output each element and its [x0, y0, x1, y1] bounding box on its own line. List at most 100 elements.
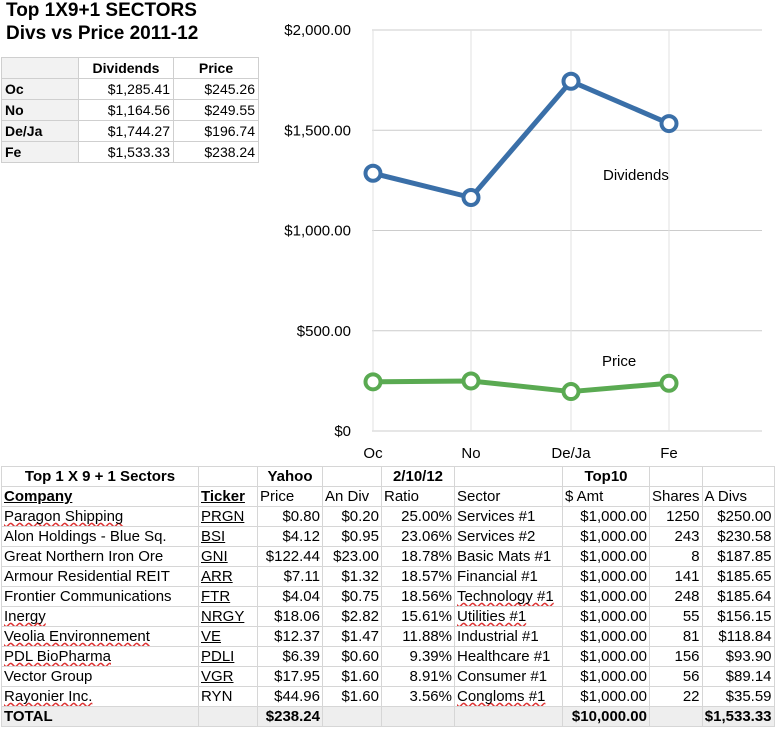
table-row-price: $122.44	[257, 546, 323, 567]
table-row-shares: 141	[649, 566, 703, 587]
header-row-1-annual-divs	[701, 466, 775, 487]
table-row-price: $6.39	[257, 646, 323, 667]
header-row-2-ratio: Ratio	[381, 486, 455, 507]
table-row: Rayonier Inc. RYN $44.96 $1.60 3.56% Congloms…	[1, 686, 775, 707]
table-row-annual-divs: $156.15	[701, 606, 775, 627]
data-point-dividends	[659, 114, 679, 134]
table-row-company: Armour Residential REIT	[1, 566, 199, 587]
table-row-annual-div: $0.20	[322, 506, 382, 527]
table-row-amount: $1,000.00	[562, 686, 650, 707]
table-row-amount: $1,000.00	[562, 546, 650, 567]
table-row-annual-divs: $185.64	[701, 586, 775, 607]
table-row-shares: 22	[649, 686, 703, 707]
header-row-1-ratio: 2/10/12	[381, 466, 455, 487]
data-point-price	[461, 371, 481, 391]
table-row-company: Inergy	[1, 606, 199, 627]
table-row-ratio: 15.61%	[381, 606, 455, 627]
table-row: Alon Holdings - Blue Sq. BSI $4.12 $0.95 23.…	[1, 526, 775, 547]
table-row: Veolia Environnement VE $12.37 $1.47 11.88% I…	[1, 626, 775, 647]
table-row-amount: $1,000.00	[562, 606, 650, 627]
total-row-company: TOTAL	[1, 706, 199, 727]
table-row-ratio: 11.88%	[381, 626, 455, 647]
table-row-annual-div: $0.75	[322, 586, 382, 607]
table-row-company: Paragon Shipping	[1, 506, 199, 527]
data-point-price	[659, 373, 679, 393]
header-row-2: Company Ticker Price An Div Ratio Sector $ Amt…	[1, 486, 775, 507]
table-row-amount: $1,000.00	[562, 626, 650, 647]
table-row: Inergy NRGY $18.06 $2.82 15.61% Utilities #1 $…	[1, 606, 775, 627]
table-row-shares: 8	[649, 546, 703, 567]
summary-row: Oc $1,285.41 $245.26	[1, 78, 259, 100]
table-row-annual-div: $1.60	[322, 666, 382, 687]
table-row-price: $44.96	[257, 686, 323, 707]
summary-row-dividends: $1,285.41	[78, 78, 174, 100]
summary-row: Fe $1,533.33 $238.24	[1, 141, 259, 163]
table-row: Vector Group VGR $17.95 $1.60 8.91% Consumer …	[1, 666, 775, 687]
table-row-ratio: 23.06%	[381, 526, 455, 547]
y-tick-label: $1,000.00	[284, 223, 351, 240]
table-row-amount: $1,000.00	[562, 566, 650, 587]
table-row: Frontier Communications FTR $4.04 $0.75 18.5…	[1, 586, 775, 607]
table-row-amount: $1,000.00	[562, 506, 650, 527]
table-row-annual-divs: $89.14	[701, 666, 775, 687]
table-row-ticker: VE	[198, 626, 258, 647]
table-row: Great Northern Iron Ore GNI $122.44 $23.00 1…	[1, 546, 775, 567]
header-row-1-annual-div	[322, 466, 382, 487]
x-tick-label: De/Ja	[551, 445, 591, 462]
table-row: Paragon Shipping PRGN $0.80 $0.20 25.00% Serv…	[1, 506, 775, 527]
summary-row-dividends: $1,164.56	[78, 99, 174, 121]
summary-row-price: $196.74	[173, 120, 259, 142]
table-row: PDL BioPharma PDLI $6.39 $0.60 9.39% Healthca…	[1, 646, 775, 667]
table-row-price: $18.06	[257, 606, 323, 627]
table-row: Armour Residential REIT ARR $7.11 $1.32 18.5…	[1, 566, 775, 587]
table-row-price: $0.80	[257, 506, 323, 527]
y-tick-label: $0	[334, 423, 351, 440]
header-row-2-company: Company	[1, 486, 199, 507]
data-point-price	[363, 372, 383, 392]
dividends-price-line-chart: $0 $500.00 $1,000.00 $1,500.00 $2,000.00 Oc No…	[284, 22, 762, 462]
table-row-price: $12.37	[257, 626, 323, 647]
header-row-2-annual-div: An Div	[322, 486, 382, 507]
table-row-ticker: NRGY	[198, 606, 258, 627]
table-row-annual-divs: $185.65	[701, 566, 775, 587]
total-row-annual-divs: $1,533.33	[701, 706, 775, 727]
table-row-ratio: 18.78%	[381, 546, 455, 567]
table-row-company: Rayonier Inc.	[1, 686, 199, 707]
series-label-dividends: Dividends	[603, 167, 669, 184]
total-row: TOTAL $238.24 $10,000.00 $1,533.33	[1, 706, 775, 727]
summary-row-label: Fe	[1, 141, 79, 163]
table-row-ticker: VGR	[198, 666, 258, 687]
summary-header-row: Dividends Price	[1, 57, 259, 79]
summary-row-price: $249.55	[173, 99, 259, 121]
sheet-subtitle: Divs vs Price 2011-12	[6, 23, 199, 44]
table-row-sector: Basic Mats #1	[454, 546, 563, 567]
table-row-price: $4.12	[257, 526, 323, 547]
table-row-amount: $1,000.00	[562, 586, 650, 607]
total-row-annual-div	[322, 706, 382, 727]
table-row-ratio: 18.57%	[381, 566, 455, 587]
total-row-sector	[454, 706, 563, 727]
table-row-annual-divs: $187.85	[701, 546, 775, 567]
table-row-ratio: 9.39%	[381, 646, 455, 667]
total-row-amount: $10,000.00	[562, 706, 650, 727]
header-row-2-price: Price	[257, 486, 323, 507]
y-tick-label: $2,000.00	[284, 22, 351, 39]
table-row-annual-div: $0.95	[322, 526, 382, 547]
table-row-sector: Healthcare #1	[454, 646, 563, 667]
table-row-annual-div: $0.60	[322, 646, 382, 667]
header-row-1-sector	[454, 466, 563, 487]
series-line-dividends	[372, 78, 670, 201]
summary-row-label: De/Ja	[1, 120, 79, 142]
data-point-dividends	[561, 71, 581, 91]
table-row-ticker: GNI	[198, 546, 258, 567]
data-point-price	[561, 382, 581, 402]
table-row-ratio: 3.56%	[381, 686, 455, 707]
total-row-ticker	[198, 706, 258, 727]
table-row-company: Frontier Communications	[1, 586, 199, 607]
table-row-ratio: 25.00%	[381, 506, 455, 527]
table-row-ticker: BSI	[198, 526, 258, 547]
holdings-table: Top 1 X 9 + 1 Sectors Yahoo 2/10/12 Top10 Co…	[1, 466, 775, 727]
table-row-sector: Services #2	[454, 526, 563, 547]
table-row-annual-div: $2.82	[322, 606, 382, 627]
header-row-1: Top 1 X 9 + 1 Sectors Yahoo 2/10/12 Top10	[1, 466, 775, 487]
